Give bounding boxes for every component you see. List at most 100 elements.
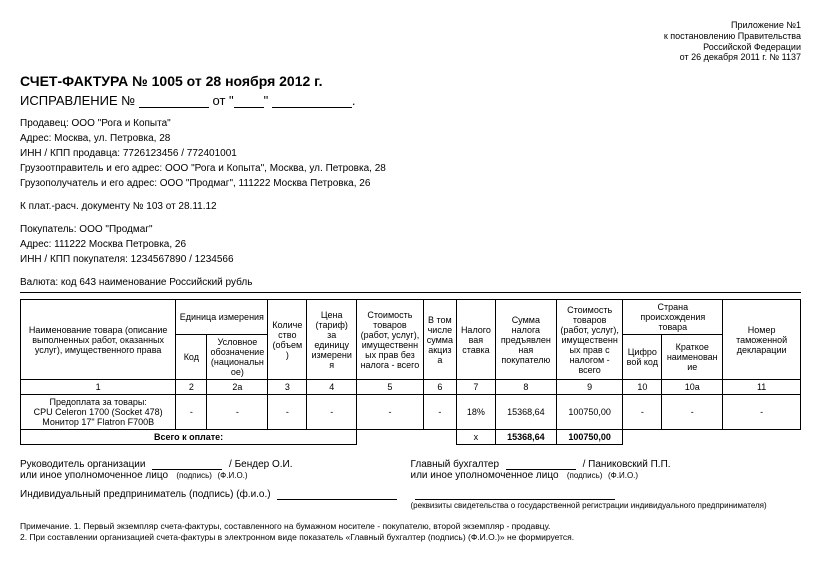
- cell: -: [662, 395, 723, 430]
- buyer-line: ИНН / КПП покупателя: 1234567890 / 12345…: [20, 252, 801, 267]
- acct-label: Главный бухгалтер: [411, 459, 500, 470]
- col-header: Единица измерения: [176, 300, 268, 335]
- col-header: Номер таможенной декларации: [723, 300, 801, 380]
- currency-line: Валюта: код 643 наименование Российский …: [20, 275, 801, 293]
- cell: 18%: [457, 395, 496, 430]
- col-header: В том числе сумма акциза: [423, 300, 456, 380]
- seller-line: Продавец: ООО "Рога и Копыта": [20, 116, 801, 131]
- or-label: или иное уполномоченное лицо: [20, 470, 168, 481]
- appendix-block: Приложение №1 к постановлению Правительс…: [20, 20, 801, 63]
- col-header: Цена (тариф) за единицу измерения: [307, 300, 357, 380]
- total-tax: 15368,64: [495, 430, 556, 445]
- correction-number-field[interactable]: [139, 95, 209, 108]
- appendix-line: Российской Федерации: [20, 42, 801, 53]
- cell-empty: [623, 430, 801, 445]
- head-label: Руководитель организации: [20, 459, 145, 470]
- cell: -: [357, 395, 424, 430]
- fio-label: (Ф.И.О.): [218, 471, 248, 480]
- col-header: Страна происхождения товара: [623, 300, 723, 335]
- seller-line: Грузополучатель и его адрес: ООО "Продма…: [20, 176, 801, 191]
- signature-req: (реквизиты свидетельства о государственн…: [411, 489, 802, 511]
- col-num: 6: [423, 380, 456, 395]
- total-row: Всего к оплате: x 15368,64 100750,00: [21, 430, 801, 445]
- correction-line: ИСПРАВЛЕНИЕ № от "" .: [20, 93, 801, 108]
- invoice-table: Наименование товара (описание выполненны…: [20, 299, 801, 445]
- payment-line: К плат.-расч. документу № 103 от 28.11.1…: [20, 199, 801, 214]
- signature-row-1: Руководитель организации / Бендер О.И. и…: [20, 459, 801, 481]
- total-label: Всего к оплате:: [21, 430, 357, 445]
- col-subheader: Код: [176, 335, 207, 380]
- correction-month-field[interactable]: [272, 95, 352, 108]
- item-name-line: Монитор 17" Flatron F700B: [24, 417, 172, 427]
- invoice-title: СЧЕТ-ФАКТУРА № 1005 от 28 ноября 2012 г.: [20, 73, 801, 89]
- appendix-line: Приложение №1: [20, 20, 801, 31]
- req-label: (реквизиты свидетельства о государственн…: [411, 501, 767, 510]
- signature-head: Руководитель организации / Бендер О.И. и…: [20, 459, 411, 481]
- cell: -: [623, 395, 662, 430]
- cell: -: [176, 395, 207, 430]
- col-header: Сумма налога предъявленная покупателю: [495, 300, 556, 380]
- col-subheader: Условное обозначение (национальное): [207, 335, 268, 380]
- seller-block: Продавец: ООО "Рога и Копыта" Адрес: Мос…: [20, 116, 801, 191]
- cell: -: [307, 395, 357, 430]
- cell-x: x: [457, 430, 496, 445]
- appendix-line: от 26 декабря 2011 г. № 1137: [20, 52, 801, 63]
- head-sign-field[interactable]: [152, 459, 222, 470]
- ip-label: Индивидуальный предприниматель (подпись)…: [20, 489, 271, 500]
- buyer-block: Покупатель: ООО "Продмаг" Адрес: 111222 …: [20, 222, 801, 267]
- acct-name: / Паниковский П.П.: [583, 459, 671, 470]
- cell: -: [268, 395, 307, 430]
- col-num: 2а: [207, 380, 268, 395]
- cell: 15368,64: [495, 395, 556, 430]
- col-header: Наименование товара (описание выполненны…: [21, 300, 176, 380]
- column-number-row: 1 2 2а 3 4 5 6 7 8 9 10 10а 11: [21, 380, 801, 395]
- signature-row-2: Индивидуальный предприниматель (подпись)…: [20, 489, 801, 511]
- cell: -: [207, 395, 268, 430]
- req-field[interactable]: [415, 489, 615, 500]
- or-label: или иное уполномоченное лицо: [411, 470, 559, 481]
- col-num: 1: [21, 380, 176, 395]
- correction-day-field[interactable]: [234, 95, 264, 108]
- cell: -: [423, 395, 456, 430]
- signature-accountant: Главный бухгалтер / Паниковский П.П. или…: [411, 459, 802, 481]
- col-num: 10: [623, 380, 662, 395]
- ip-sign-field[interactable]: [277, 489, 397, 500]
- signature-ip: Индивидуальный предприниматель (подпись)…: [20, 489, 411, 511]
- fio-label: (Ф.И.О.): [608, 471, 638, 480]
- col-subheader: Краткое наименование: [662, 335, 723, 380]
- data-row: Предоплата за товары: CPU Celeron 1700 (…: [21, 395, 801, 430]
- sign-label: (подпись): [567, 471, 603, 480]
- sign-label: (подпись): [176, 471, 212, 480]
- col-num: 2: [176, 380, 207, 395]
- footnote-line: 2. При составлении организацией счета-фа…: [20, 532, 801, 543]
- cell: 100750,00: [556, 395, 623, 430]
- col-num: 9: [556, 380, 623, 395]
- cell: -: [723, 395, 801, 430]
- appendix-line: к постановлению Правительства: [20, 31, 801, 42]
- col-num: 10а: [662, 380, 723, 395]
- item-name-cell: Предоплата за товары: CPU Celeron 1700 (…: [21, 395, 176, 430]
- item-name-line: CPU Celeron 1700 (Socket 478): [24, 407, 172, 417]
- footnote: Примечание. 1. Первый экземпляр счета-фа…: [20, 521, 801, 543]
- head-name: / Бендер О.И.: [229, 459, 292, 470]
- col-subheader: Цифровой код: [623, 335, 662, 380]
- col-num: 5: [357, 380, 424, 395]
- col-num: 7: [457, 380, 496, 395]
- acct-sign-field[interactable]: [506, 459, 576, 470]
- col-num: 11: [723, 380, 801, 395]
- seller-line: ИНН / КПП продавца: 7726123456 / 7724010…: [20, 146, 801, 161]
- buyer-line: Покупатель: ООО "Продмаг": [20, 222, 801, 237]
- header-row-1: Наименование товара (описание выполненны…: [21, 300, 801, 335]
- footnote-line: Примечание. 1. Первый экземпляр счета-фа…: [20, 521, 801, 532]
- seller-line: Грузоотправитель и его адрес: ООО "Рога …: [20, 161, 801, 176]
- seller-line: Адрес: Москва, ул. Петровка, 28: [20, 131, 801, 146]
- cell-empty: [357, 430, 424, 445]
- total-sum: 100750,00: [556, 430, 623, 445]
- correction-label: ИСПРАВЛЕНИЕ №: [20, 93, 135, 108]
- correction-from: от: [213, 93, 226, 108]
- col-header: Стоимость товаров (работ, услуг), имущес…: [357, 300, 424, 380]
- buyer-line: Адрес: 111222 Москва Петровка, 26: [20, 237, 801, 252]
- col-num: 8: [495, 380, 556, 395]
- item-name-line: Предоплата за товары:: [24, 397, 172, 407]
- col-header: Налоговая ставка: [457, 300, 496, 380]
